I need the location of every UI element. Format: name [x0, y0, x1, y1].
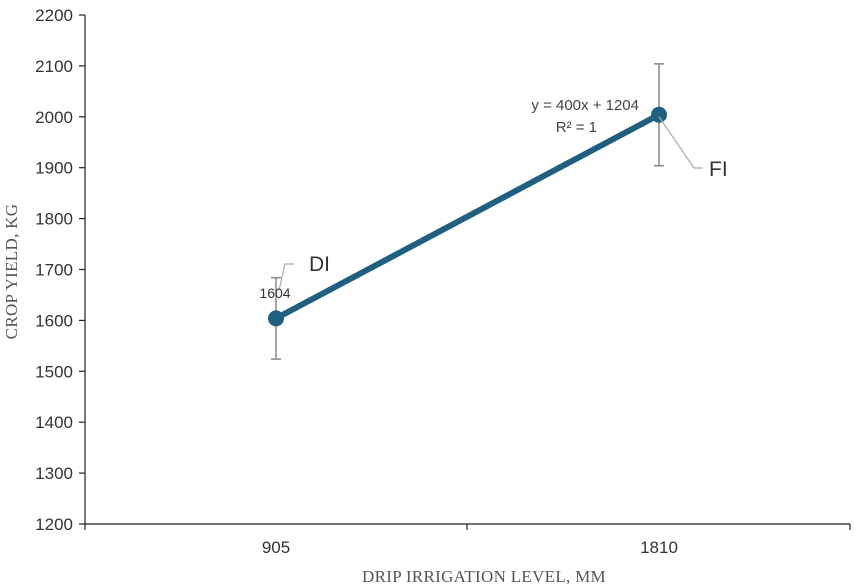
y-tick-label: 1800: [35, 210, 73, 229]
point-label-di: DI: [309, 253, 330, 276]
leader-line-fi: [658, 116, 703, 169]
x-axis-ticks: 905 1810: [84, 524, 851, 557]
y-tick-label: 1600: [35, 311, 73, 330]
y-axis-title: CROP YIELD, KG: [2, 204, 21, 340]
y-tick-label: 2000: [35, 108, 73, 127]
x-tick-label: 1810: [640, 538, 678, 557]
y-tick-label: 1900: [35, 159, 73, 178]
x-tick-label: 905: [262, 538, 290, 557]
y-tick-label: 1400: [35, 413, 73, 432]
series-group: [268, 106, 667, 327]
data-label: 1604: [259, 285, 290, 301]
series-line: [273, 111, 662, 322]
labels-group: DI FI 1604 y = 400x + 1204 R² = 1: [259, 97, 727, 301]
y-tick-label: 2200: [35, 6, 73, 25]
x-axis-title: DRIP IRRIGATION LEVEL, MM: [362, 567, 606, 586]
data-point: [651, 106, 667, 123]
point-label-fi: FI: [709, 158, 728, 181]
leader-line-di: [278, 263, 294, 291]
y-tick-label: 1300: [35, 464, 73, 483]
y-tick-label: 1700: [35, 261, 73, 280]
trendline-equation: y = 400x + 1204: [531, 97, 639, 114]
data-point: [268, 310, 284, 327]
trendline-r-squared: R² = 1: [556, 119, 597, 136]
y-tick-label: 2100: [35, 57, 73, 76]
y-tick-label: 1200: [35, 515, 73, 534]
y-tick-label: 1500: [35, 362, 73, 381]
y-axis-ticks: 1200 1300 1400 1500 1600 1700 1800 1900 2000 2100…: [35, 6, 85, 534]
